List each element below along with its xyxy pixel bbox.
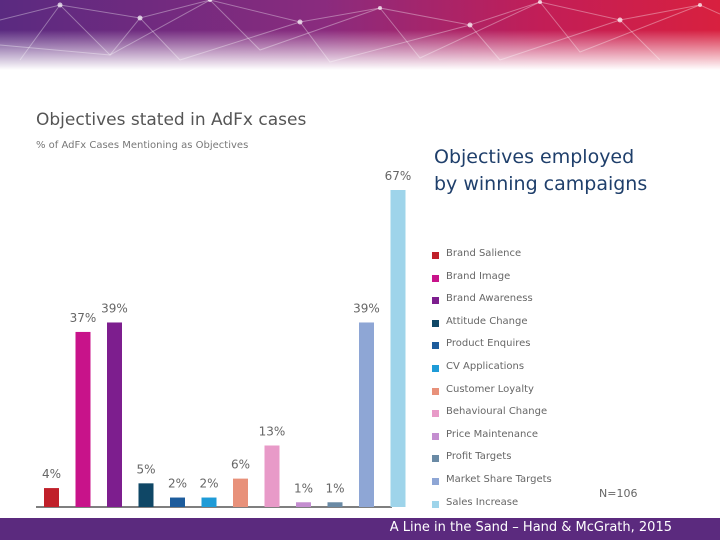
legend-swatch <box>432 319 439 327</box>
legend-label: Sales Increase <box>446 496 519 508</box>
bar-product-enquires <box>170 497 185 507</box>
legend-swatch <box>432 478 439 485</box>
data-label: 4% <box>42 467 61 481</box>
data-label: 6% <box>231 458 250 472</box>
legend-label: Brand Image <box>446 270 511 282</box>
bar-behavioural-change <box>264 445 280 507</box>
bar-attitude-change <box>138 483 154 507</box>
legend-item: Attitude Change <box>430 316 600 336</box>
legend-label: Profit Targets <box>446 451 512 463</box>
decorative-network-banner <box>0 0 720 70</box>
data-label: 13% <box>259 424 286 438</box>
legend-label: Attitude Change <box>446 315 528 327</box>
bar-profit-targets <box>327 502 343 507</box>
data-label: 39% <box>353 301 380 315</box>
legend-label: Market Share Targets <box>446 474 552 485</box>
legend-swatch <box>432 387 439 395</box>
side-heading-line-2: by winning campaigns <box>434 173 648 195</box>
bar-customer-loyalty <box>233 478 248 507</box>
legend-swatch <box>432 410 439 418</box>
side-heading: Objectives employed by winning campaigns <box>434 144 647 198</box>
legend-label: Brand Salience <box>446 248 522 259</box>
sample-size-label: N=106 <box>599 487 638 500</box>
side-heading-line-1: Objectives employed <box>434 146 635 168</box>
data-label: 67% <box>385 169 412 183</box>
data-label: 37% <box>70 311 97 325</box>
footer-citation: A Line in the Sand – Hand & McGrath, 201… <box>389 520 672 535</box>
data-label: 2% <box>168 477 187 491</box>
legend-item: Brand Awareness <box>430 293 600 313</box>
legend-label: Brand Awareness <box>446 293 533 305</box>
legend-label: Price Maintenance <box>446 428 538 440</box>
data-label: 1% <box>325 481 344 495</box>
chart-subtitle: % of AdFx Cases Mentioning as Objectives <box>36 140 249 151</box>
legend-item: Customer Loyalty <box>430 384 600 404</box>
legend-item: Price Maintenance <box>430 429 600 449</box>
legend-swatch <box>432 365 439 372</box>
data-label: 1% <box>294 481 313 495</box>
bar-price-maintenance <box>296 502 311 507</box>
legend-item: Brand Image <box>430 271 600 291</box>
legend-swatch <box>432 297 439 305</box>
chart-title: Objectives stated in AdFx cases <box>36 110 307 130</box>
legend-swatch <box>432 500 439 508</box>
bar-brand-awareness <box>107 322 122 507</box>
footer-bar: A Line in the Sand – Hand & McGrath, 201… <box>0 518 720 540</box>
bar-market-share-targets <box>359 322 374 507</box>
legend-label: CV Applications <box>446 361 525 372</box>
legend-item: Product Enquires <box>430 338 600 358</box>
bar-brand-salience <box>44 488 59 507</box>
legend-label: Behavioural Change <box>446 406 548 418</box>
legend-swatch <box>432 432 439 440</box>
legend-swatch <box>432 455 439 463</box>
legend-item: Brand Salience <box>430 248 600 268</box>
legend-label: Product Enquires <box>446 338 531 350</box>
legend-item: Behavioural Change <box>430 406 600 426</box>
legend-item: Sales Increase <box>430 497 600 517</box>
legend-swatch <box>432 342 439 350</box>
legend-swatch <box>432 252 439 259</box>
legend-item: Market Share Targets <box>430 474 600 494</box>
data-label: 2% <box>199 477 218 491</box>
legend-item: Profit Targets <box>430 451 600 471</box>
bar-cv-applications <box>201 497 217 507</box>
bar-sales-increase <box>390 190 406 507</box>
data-label: 5% <box>136 462 155 476</box>
legend-swatch <box>432 274 439 282</box>
legend-label: Customer Loyalty <box>446 383 534 395</box>
legend-item: CV Applications <box>430 361 600 381</box>
data-label: 39% <box>101 301 128 315</box>
bar-brand-image <box>75 331 91 507</box>
